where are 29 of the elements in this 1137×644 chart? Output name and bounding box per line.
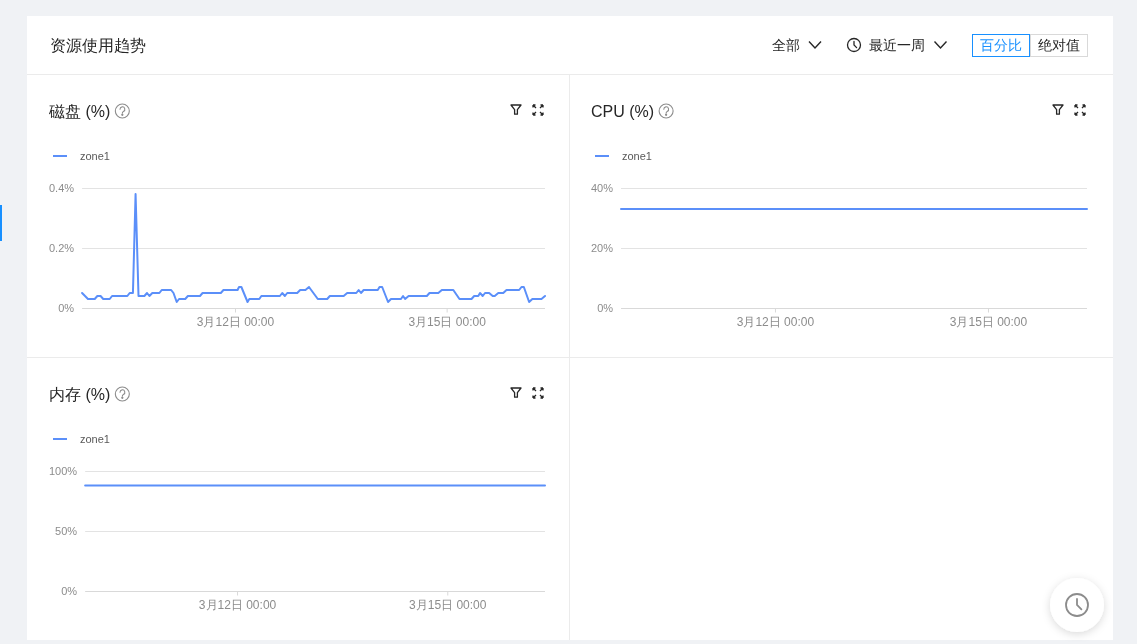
y-tick-label: 0% (597, 302, 614, 314)
y-tick-label: 40% (591, 182, 614, 194)
y-tick-label: 0.4% (49, 182, 75, 194)
legend-label: zone1 (80, 150, 110, 162)
chart-title: CPU (%) (591, 103, 655, 120)
chart-title: 磁盘 (%) (48, 103, 111, 120)
y-tick-label: 0% (58, 302, 75, 314)
text: 最近一周 (869, 37, 925, 53)
y-tick-label: 50% (55, 525, 78, 537)
y-tick-label: 0.2% (49, 242, 75, 254)
text: 全部 (771, 37, 800, 53)
text: 百分比 (980, 37, 1022, 53)
legend: zone1 (594, 150, 652, 162)
text: 资源使用趋势 (50, 37, 146, 54)
y-tick-label: 100% (49, 465, 78, 477)
y-tick-label: 20% (591, 242, 614, 254)
x-tick-label: 3月15日 00:00 (949, 315, 1028, 329)
legend: zone1 (52, 150, 110, 162)
x-tick-label: 3月15日 00:00 (409, 598, 487, 612)
legend: zone1 (52, 433, 110, 445)
legend-label: zone1 (80, 433, 110, 445)
x-tick-label: 3月12日 00:00 (196, 315, 275, 329)
text: 绝对值 (1038, 37, 1080, 53)
chart-title: 内存 (%) (49, 386, 111, 403)
legend-label: zone1 (622, 150, 652, 162)
x-tick-label: 3月15日 00:00 (408, 315, 487, 329)
x-tick-label: 3月12日 00:00 (198, 598, 277, 612)
y-tick-label: 0% (61, 585, 78, 597)
x-tick-label: 3月12日 00:00 (736, 315, 815, 329)
